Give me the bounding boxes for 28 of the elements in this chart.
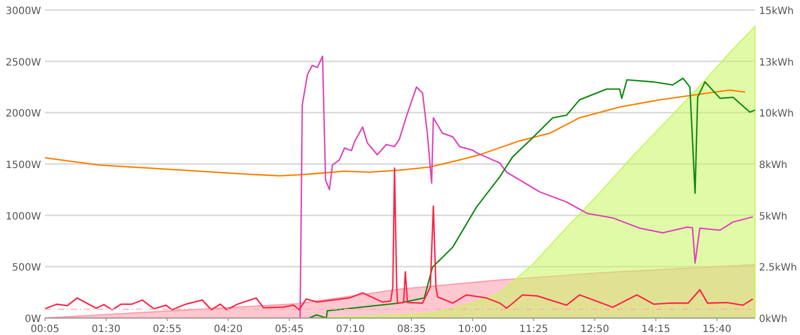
line-series — [44, 89, 746, 177]
line-series — [44, 167, 754, 310]
x-tick-label: 11:25 — [519, 324, 548, 335]
x-tick-label: 07:10 — [336, 324, 365, 335]
y-tick-label: 2000W — [6, 108, 42, 120]
y2-tick-label: 13kWh — [759, 57, 794, 68]
x-tick-label: 02:55 — [152, 324, 182, 335]
x-tick-label: 15:40 — [702, 324, 732, 335]
y2-tick-label: 5kWh — [759, 211, 788, 222]
y-tick-label: 1500W — [6, 160, 42, 171]
x-tick-label: 00:05 — [30, 324, 60, 335]
y2-tick-label: 2.5kWh — [759, 262, 797, 274]
x-tick-label: 04:20 — [214, 324, 243, 335]
x-tick-label: 10:00 — [458, 324, 487, 335]
x-tick-label: 01:30 — [92, 324, 120, 335]
y2-tick-label: 10kWh — [759, 108, 794, 120]
y2-tick-label: 8kWh — [759, 160, 788, 171]
x-tick-label: 08:35 — [397, 324, 426, 335]
y-tick-label: 500W — [12, 262, 42, 274]
y-tick-label: 2500W — [6, 57, 42, 68]
x-tick-label: 05:45 — [274, 324, 304, 335]
x-tick-label: 12:50 — [580, 324, 610, 335]
y2-tick-label: 15kWh — [759, 6, 794, 17]
x-tick-label: 14:15 — [641, 324, 670, 335]
y-tick-label: 1000W — [6, 211, 42, 222]
y-tick-label: 3000W — [6, 6, 42, 17]
y2-tick-label: 0kWh — [759, 314, 788, 325]
y-tick-label: 0W — [24, 314, 42, 325]
